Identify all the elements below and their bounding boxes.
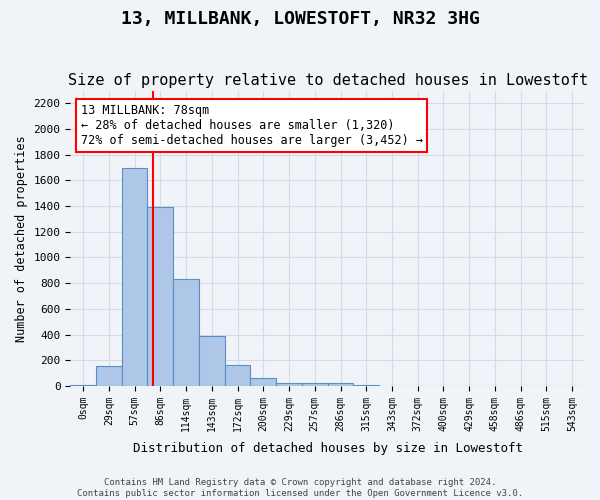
Y-axis label: Number of detached properties: Number of detached properties [15, 135, 28, 342]
Bar [302, 384, 328, 386]
Bar [276, 382, 302, 386]
Text: 13, MILLBANK, LOWESTOFT, NR32 3HG: 13, MILLBANK, LOWESTOFT, NR32 3HG [121, 10, 479, 28]
Bar [70, 384, 96, 386]
Bar [96, 366, 122, 386]
Bar [148, 208, 173, 386]
Bar [199, 336, 224, 386]
Bar [224, 366, 250, 386]
Text: Contains HM Land Registry data © Crown copyright and database right 2024.
Contai: Contains HM Land Registry data © Crown c… [77, 478, 523, 498]
X-axis label: Distribution of detached houses by size in Lowestoft: Distribution of detached houses by size … [133, 442, 523, 455]
Bar [250, 378, 276, 386]
Text: 13 MILLBANK: 78sqm
← 28% of detached houses are smaller (1,320)
72% of semi-deta: 13 MILLBANK: 78sqm ← 28% of detached hou… [80, 104, 422, 147]
Title: Size of property relative to detached houses in Lowestoft: Size of property relative to detached ho… [68, 73, 588, 88]
Bar [328, 382, 353, 386]
Bar [122, 168, 148, 386]
Bar [173, 278, 199, 386]
